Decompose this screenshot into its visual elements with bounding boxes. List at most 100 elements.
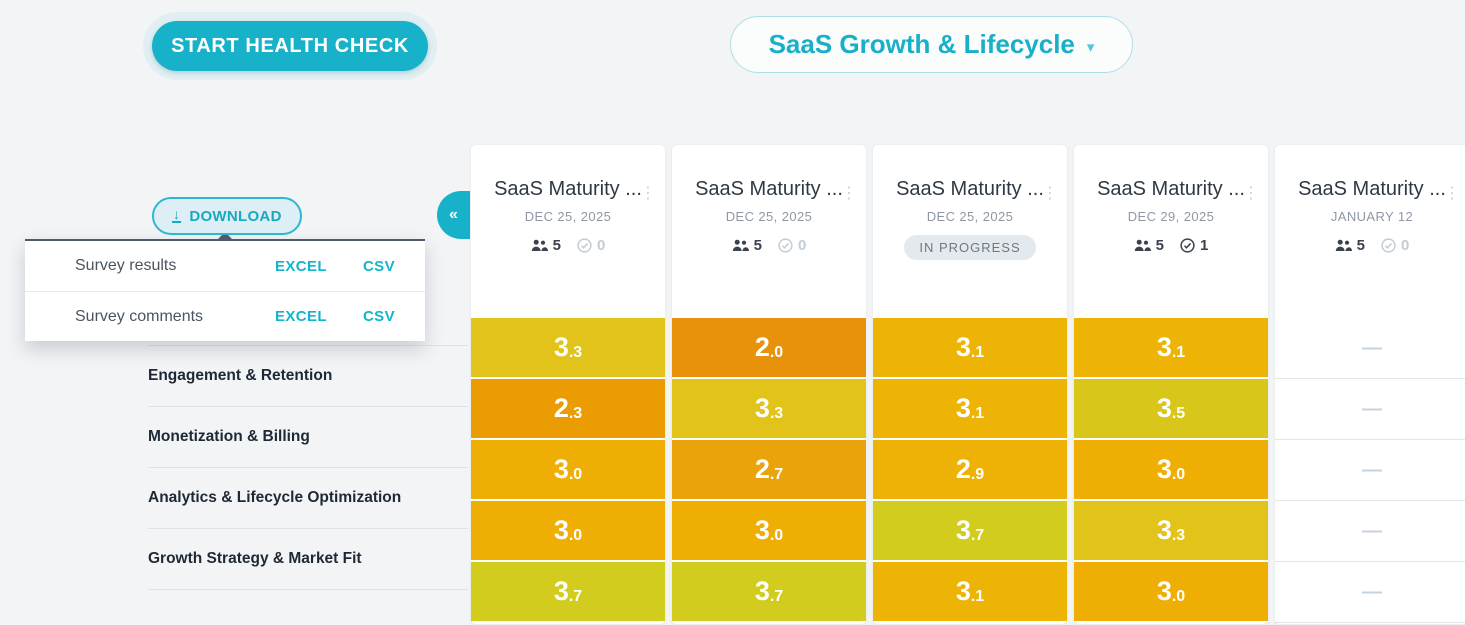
download-excel-link[interactable]: EXCEL — [274, 257, 327, 275]
survey-column-header: ⋮ SaaS Maturity ... JANUARY 12 5 — [1275, 178, 1465, 318]
completed-check-icon — [778, 238, 793, 253]
completed-stat: 0 — [577, 237, 605, 254]
score-cell[interactable]: 3.0 — [672, 501, 866, 560]
survey-date: DEC 25, 2025 — [926, 209, 1014, 224]
score-int: 3 — [553, 332, 569, 362]
score-cell[interactable]: 2.7 — [672, 440, 866, 499]
score-cell: — — [1275, 562, 1465, 623]
score-cell[interactable]: 3.5 — [1074, 379, 1268, 438]
score-dec: .9 — [970, 465, 985, 483]
chevron-down-icon: ▾ — [1086, 38, 1095, 56]
participants-count: 5 — [1356, 237, 1365, 254]
completed-stat: 0 — [778, 237, 806, 254]
column-kebab-menu-icon[interactable]: ⋮ — [1042, 185, 1058, 202]
score-int: 3 — [1156, 515, 1172, 545]
category-row-label: Engagement & Retention — [148, 346, 468, 407]
survey-date: DEC 29, 2025 — [1127, 209, 1215, 224]
completed-stat: 0 — [1381, 237, 1409, 254]
download-button[interactable]: ↓ DOWNLOAD — [152, 197, 302, 235]
completed-count: 1 — [1200, 237, 1209, 254]
participants-count: 5 — [1155, 237, 1164, 254]
score-cell[interactable]: 2.9 — [873, 440, 1067, 499]
participants-icon — [732, 239, 749, 251]
score-cell[interactable]: 3.1 — [1074, 318, 1268, 377]
survey-title: SaaS Maturity ... — [494, 178, 642, 200]
survey-column-card: ⋮ SaaS Maturity ... DEC 25, 2025 — [872, 144, 1068, 625]
score-cell[interactable]: 3.0 — [1074, 440, 1268, 499]
category-label-text: Monetization & Billing — [148, 428, 310, 445]
score-cell[interactable]: 3.7 — [471, 562, 665, 621]
category-label-text: Growth Strategy & Market Fit — [148, 550, 362, 567]
score-cell: — — [1275, 318, 1465, 379]
download-excel-link[interactable]: EXCEL — [274, 308, 327, 325]
download-menu-item: Survey results EXCEL CSV — [25, 241, 425, 291]
score-int: 3 — [1156, 393, 1172, 423]
score-cell[interactable]: 3.1 — [873, 318, 1067, 377]
score-dec: .1 — [1171, 343, 1186, 361]
completed-count: 0 — [1401, 237, 1410, 254]
participants-count: 5 — [753, 237, 762, 254]
score-dec: .0 — [568, 465, 583, 483]
score-int: — — [1362, 519, 1382, 542]
menu-top-bar — [25, 239, 425, 241]
score-int: 3 — [754, 576, 770, 606]
download-icon: ↓ — [172, 206, 182, 223]
survey-column-card: ⋮ SaaS Maturity ... DEC 29, 2025 5 — [1073, 144, 1269, 625]
score-cell: — — [1275, 379, 1465, 440]
score-int: 3 — [955, 515, 971, 545]
score-cell[interactable]: 3.7 — [672, 562, 866, 621]
participants-stat: 5 — [1134, 237, 1164, 254]
score-dec: .7 — [769, 465, 784, 483]
column-kebab-menu-icon[interactable]: ⋮ — [1444, 185, 1460, 202]
score-dec: .0 — [769, 343, 784, 361]
participants-stat: 5 — [1335, 237, 1365, 254]
survey-stats: 5 0 — [1275, 237, 1465, 254]
score-dec: .5 — [1171, 404, 1186, 422]
survey-stats: 5 0 — [471, 237, 665, 254]
category-row-label: Growth Strategy & Market Fit — [148, 529, 468, 590]
survey-stats: 5 1 — [1074, 237, 1268, 254]
score-int: 3 — [955, 576, 971, 606]
score-cell[interactable]: 2.0 — [672, 318, 866, 377]
download-csv-link[interactable]: CSV — [362, 257, 395, 275]
score-cell[interactable]: 2.3 — [471, 379, 665, 438]
score-cell[interactable]: 3.0 — [471, 440, 665, 499]
score-dec: .1 — [970, 587, 985, 605]
score-cell[interactable]: 3.1 — [873, 562, 1067, 621]
collapse-panel-button[interactable]: « — [437, 191, 470, 239]
score-cell[interactable]: 3.0 — [471, 501, 665, 560]
survey-column-card: ⋮ SaaS Maturity ... DEC 25, 2025 5 — [671, 144, 867, 625]
score-dec: .3 — [769, 404, 784, 422]
participants-stat: 5 — [531, 237, 561, 254]
score-int: 3 — [955, 332, 971, 362]
participants-count: 5 — [552, 237, 561, 254]
score-int: — — [1362, 397, 1382, 420]
category-row-label: Analytics & Lifecycle Optimization — [148, 468, 468, 529]
column-kebab-menu-icon[interactable]: ⋮ — [1243, 185, 1259, 202]
score-cell: — — [1275, 440, 1465, 501]
status-badge: IN PROGRESS — [904, 235, 1036, 260]
score-int: — — [1362, 458, 1382, 481]
start-health-check-button[interactable]: START HEALTH CHECK — [152, 21, 428, 71]
score-int: 3 — [553, 515, 569, 545]
category-row-label: Monetization & Billing — [148, 407, 468, 468]
column-kebab-menu-icon[interactable]: ⋮ — [841, 185, 857, 202]
score-int: 3 — [754, 393, 770, 423]
start-health-check-halo: START HEALTH CHECK — [143, 12, 437, 80]
download-csv-link[interactable]: CSV — [362, 308, 395, 325]
survey-date: JANUARY 12 — [1330, 209, 1414, 224]
score-cells: 3.1 3.1 2.9 3.7 3.1 — [873, 318, 1067, 621]
score-cell[interactable]: 3.3 — [471, 318, 665, 377]
survey-columns: ⋮ SaaS Maturity ... DEC 25, 2025 5 — [470, 144, 1465, 625]
survey-selector-dropdown[interactable]: SaaS Growth & Lifecycle ▾ — [730, 16, 1133, 73]
score-int: 2 — [553, 393, 569, 423]
score-cell[interactable]: 3.3 — [1074, 501, 1268, 560]
score-cell[interactable]: 3.7 — [873, 501, 1067, 560]
column-kebab-menu-icon[interactable]: ⋮ — [640, 185, 656, 202]
score-cell[interactable]: 3.1 — [873, 379, 1067, 438]
menu-caret-icon — [217, 232, 233, 240]
score-cell[interactable]: 3.3 — [672, 379, 866, 438]
score-int: 3 — [1156, 332, 1172, 362]
score-cell[interactable]: 3.0 — [1074, 562, 1268, 621]
score-dec: .1 — [970, 404, 985, 422]
